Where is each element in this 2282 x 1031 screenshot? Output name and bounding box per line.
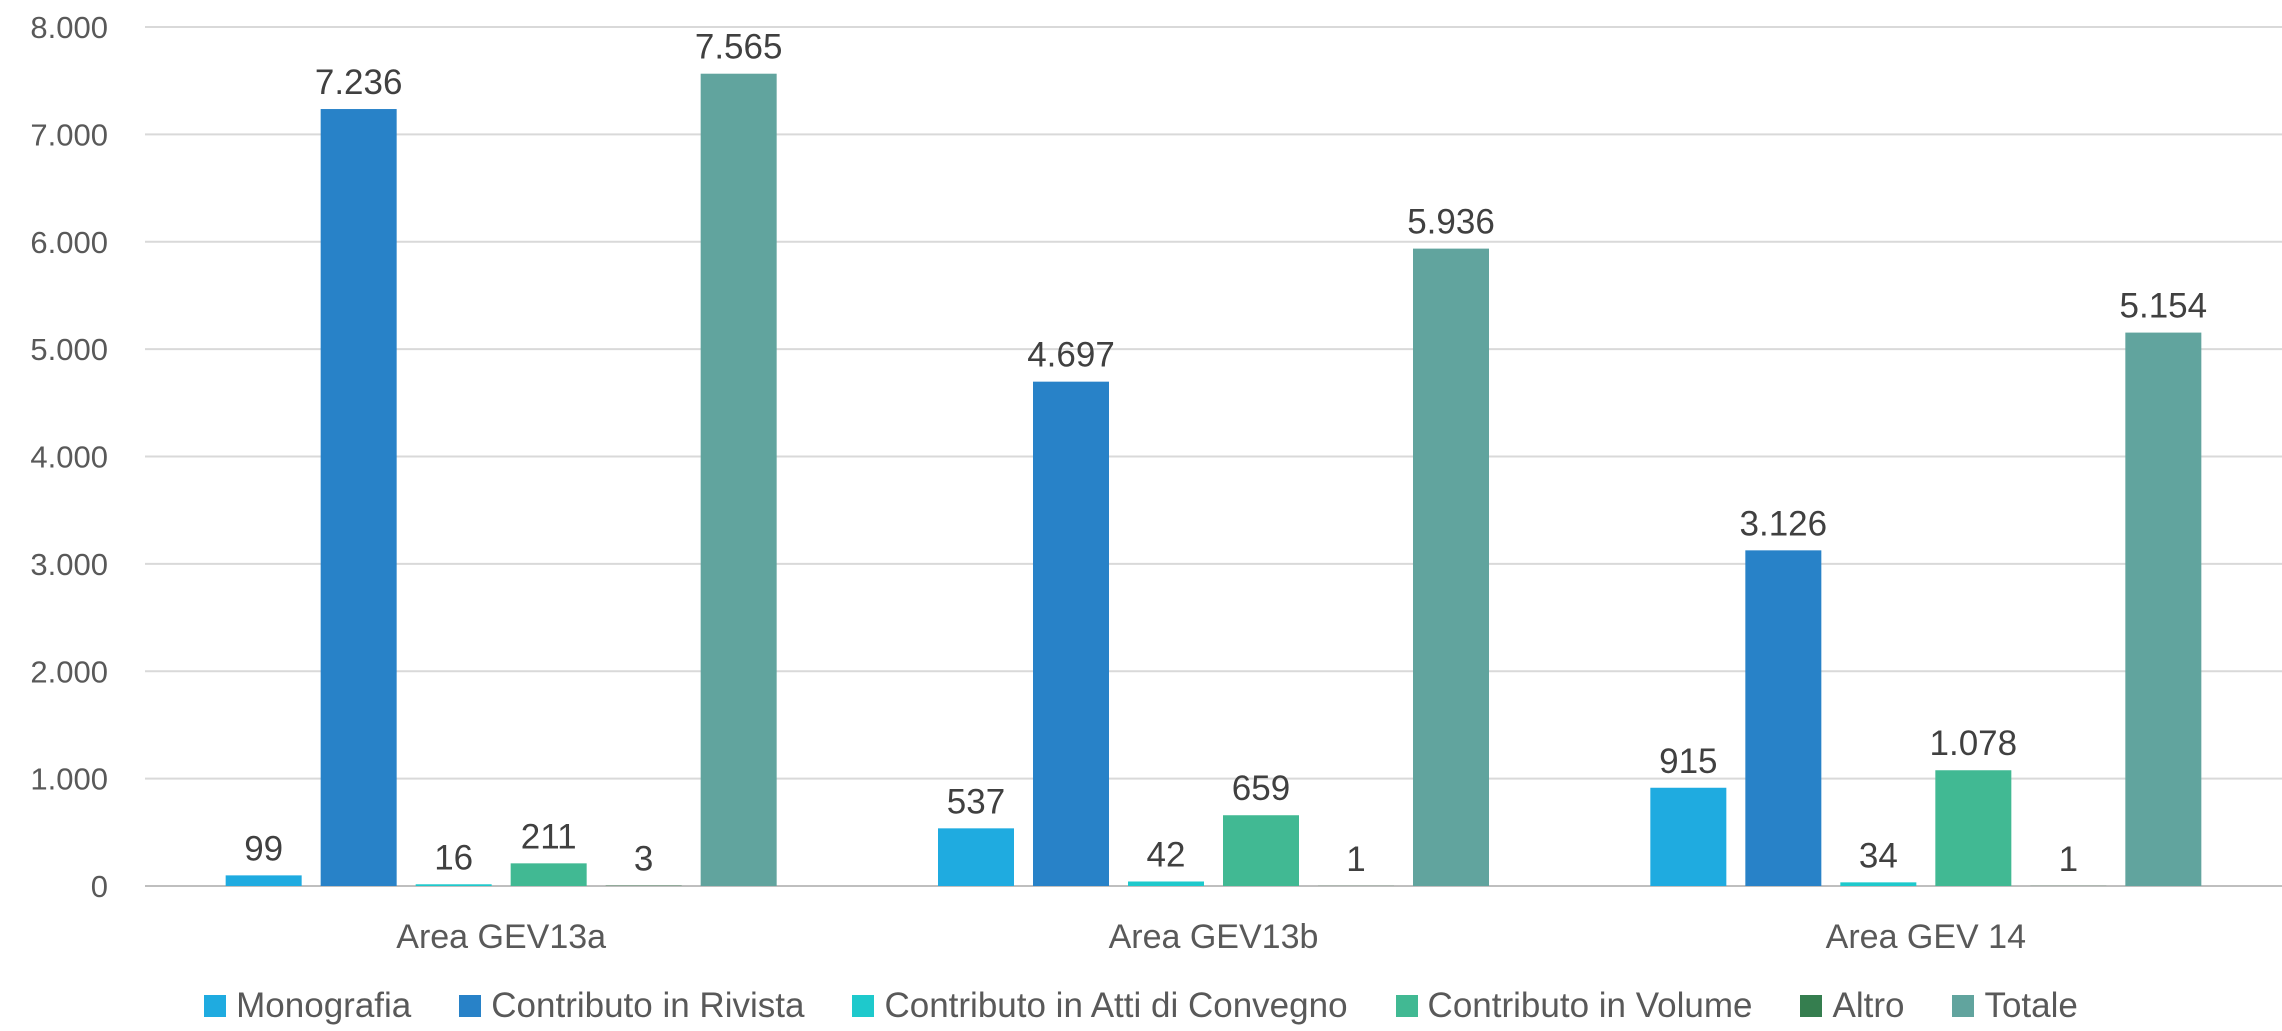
- data-label: 1: [1346, 840, 1365, 879]
- legend-swatch: [852, 995, 875, 1017]
- legend-label: Contributo in Atti di Convegno: [884, 986, 1348, 1025]
- bar: [1935, 770, 2012, 886]
- legend-item: Contributo in Rivista: [459, 986, 804, 1026]
- bar: [1840, 882, 1917, 886]
- y-axis: 0 1.000 2.000 3.000 4.000 5.000 6.000 7.000 8.00…: [30, 10, 108, 904]
- data-label: 34: [1859, 836, 1898, 875]
- legend: Monografia Contributo in Rivista Contribut…: [0, 984, 2282, 1028]
- legend-swatch: [1395, 995, 1418, 1017]
- legend-item: Contributo in Volume: [1395, 986, 1753, 1026]
- bar: [510, 863, 587, 886]
- data-label: 537: [947, 782, 1005, 821]
- bar: [1223, 815, 1299, 886]
- data-label: 3: [634, 840, 653, 879]
- data-label: 7.236: [315, 63, 403, 102]
- legend-label: Contributo in Rivista: [491, 986, 805, 1025]
- bar: [1650, 787, 1727, 886]
- data-label: 1: [2059, 840, 2078, 879]
- bar: [2125, 332, 2202, 887]
- y-tick-label: 3.000: [30, 547, 108, 582]
- legend-swatch: [459, 995, 482, 1017]
- y-tick-label: 0: [91, 869, 108, 904]
- data-label: 7.565: [695, 28, 783, 67]
- bar: [415, 884, 492, 886]
- bar: [1413, 248, 1489, 886]
- gridlines: [145, 26, 2282, 887]
- y-tick-label: 6.000: [30, 225, 108, 260]
- bar: [1128, 881, 1204, 886]
- x-axis: Area GEV13a Area GEV13b Area GEV 14: [396, 918, 2026, 956]
- data-label: 659: [1232, 769, 1290, 808]
- data-label: 42: [1147, 835, 1186, 874]
- data-label: 915: [1659, 742, 1717, 781]
- bar: [1033, 381, 1109, 886]
- y-tick-label: 5.000: [30, 332, 108, 367]
- data-label: 211: [521, 817, 577, 856]
- x-tick-label: Area GEV 14: [1826, 918, 2026, 956]
- legend-label: Altro: [1832, 986, 1905, 1025]
- data-label: 5.936: [1407, 203, 1495, 242]
- y-tick-label: 4.000: [30, 440, 108, 475]
- bars: [225, 73, 2202, 887]
- data-label: 1.078: [1930, 724, 2018, 763]
- data-label: 3.126: [1740, 504, 1828, 543]
- legend-item: Altro: [1800, 986, 1904, 1026]
- bar: [320, 109, 397, 887]
- bar: [700, 73, 777, 886]
- data-label: 16: [434, 838, 473, 877]
- bar: [938, 828, 1014, 886]
- legend-item: Monografia: [204, 986, 411, 1026]
- legend-swatch: [1800, 995, 1823, 1017]
- legend-swatch: [1952, 995, 1975, 1017]
- y-tick-label: 7.000: [30, 117, 108, 152]
- y-tick-label: 8.000: [30, 10, 108, 45]
- legend-item: Contributo in Atti di Convegno: [852, 986, 1348, 1026]
- x-tick-label: Area GEV13b: [1109, 918, 1319, 956]
- data-label: 4.697: [1027, 336, 1115, 375]
- data-label: 5.154: [2120, 287, 2208, 326]
- x-tick-label: Area GEV13a: [396, 918, 606, 956]
- legend-item: Totale: [1952, 986, 2078, 1026]
- bar: [1745, 550, 1822, 886]
- data-label: 99: [244, 829, 283, 868]
- legend-swatch: [204, 995, 227, 1017]
- legend-label: Monografia: [236, 986, 412, 1025]
- data-labels: 99 7.236 16 211 3 7.565 537 4.697 42 659 1 5.936 915…: [244, 28, 2207, 879]
- bar-chart: 0 1.000 2.000 3.000 4.000 5.000 6.000 7.000 8.00…: [30, 10, 2282, 956]
- legend-label: Contributo in Volume: [1427, 986, 1753, 1025]
- legend-label: Totale: [1984, 986, 2078, 1025]
- y-tick-label: 2.000: [30, 654, 108, 689]
- y-tick-label: 1.000: [30, 762, 108, 797]
- bar: [225, 875, 302, 886]
